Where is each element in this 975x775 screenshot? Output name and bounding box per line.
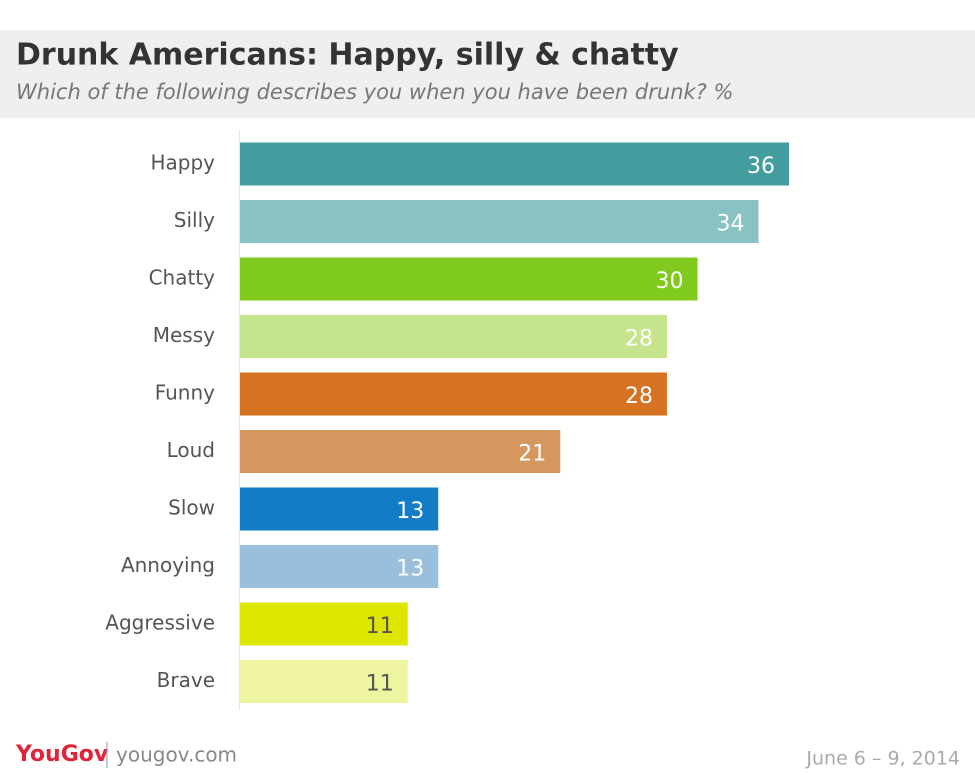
bar xyxy=(240,257,698,301)
value-label: 28 xyxy=(625,327,653,352)
value-label: 34 xyxy=(717,212,745,237)
bar xyxy=(240,660,408,703)
value-label: 21 xyxy=(518,442,546,467)
source: yougov.com xyxy=(116,743,237,767)
date: June 6 – 9, 2014 xyxy=(805,748,960,770)
bar xyxy=(240,200,759,243)
category-label: Happy xyxy=(150,151,215,175)
category-label: Slow xyxy=(168,496,215,520)
bar xyxy=(240,545,439,588)
value-label: 30 xyxy=(656,269,684,294)
value-label: 13 xyxy=(396,557,424,582)
header-band xyxy=(0,30,975,118)
category-label: Aggressive xyxy=(105,611,215,635)
bar xyxy=(240,487,439,531)
value-label: 11 xyxy=(366,614,394,639)
value-label: 13 xyxy=(396,499,424,524)
category-label: Brave xyxy=(157,668,215,692)
bar xyxy=(240,315,667,358)
value-label: 11 xyxy=(366,672,394,697)
bar xyxy=(240,372,667,416)
bar xyxy=(240,142,789,186)
bar xyxy=(240,602,408,646)
chart-title: Drunk Americans: Happy, silly & chatty xyxy=(16,38,679,73)
brand-logo: YouGov xyxy=(15,742,109,767)
category-label: Silly xyxy=(174,208,215,232)
value-label: 36 xyxy=(747,154,775,179)
category-label: Funny xyxy=(155,381,215,405)
category-label: Annoying xyxy=(121,553,215,577)
category-label: Chatty xyxy=(149,266,216,290)
value-label: 28 xyxy=(625,384,653,409)
bar xyxy=(240,430,561,473)
chart-subtitle: Which of the following describes you whe… xyxy=(16,80,733,104)
category-label: Loud xyxy=(167,438,215,462)
category-label: Messy xyxy=(153,323,215,347)
